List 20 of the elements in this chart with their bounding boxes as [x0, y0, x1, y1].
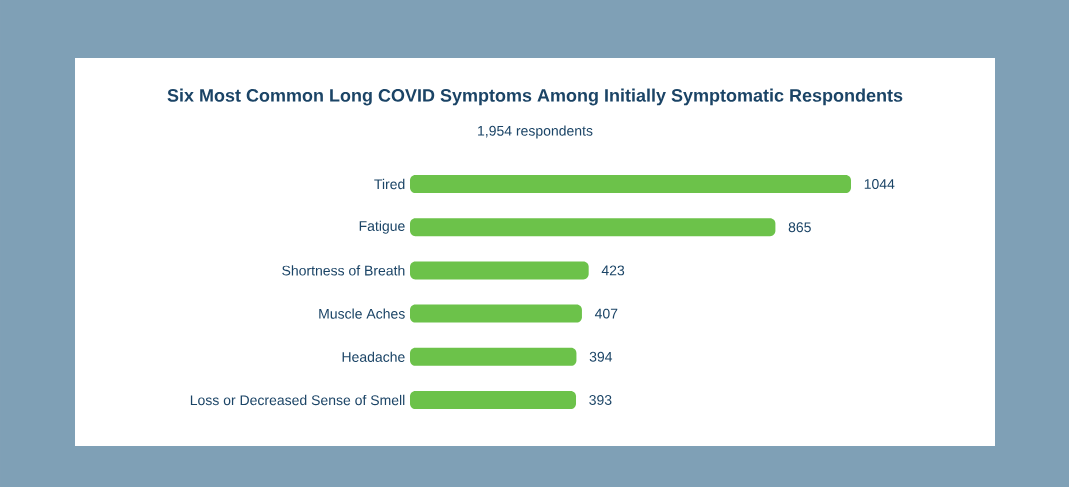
bar: [410, 261, 589, 280]
bar: [410, 347, 577, 366]
bar: [410, 218, 776, 237]
data-label: 394: [589, 351, 613, 362]
data-label: 407: [594, 308, 618, 319]
bar: [410, 304, 582, 323]
y-tick-label: Tired: [374, 178, 405, 190]
data-label: 423: [601, 265, 625, 276]
data-label: 393: [589, 395, 612, 405]
y-tick-label: Headache: [342, 351, 405, 362]
y-tick-label: Muscle Aches: [319, 308, 405, 319]
bar: [410, 175, 852, 194]
y-tick-label: Fatigue: [359, 220, 405, 234]
chart-title: Six Most Common Long COVID Symptoms Among Initially Symptomatic Respondents: [167, 88, 903, 106]
data-label: 1044: [864, 179, 895, 189]
y-tick-label: Loss or Decreased Sense of Smell: [190, 394, 405, 406]
chart-subtitle: 1,954 respondents: [478, 125, 593, 139]
data-label: 865: [788, 222, 811, 233]
y-tick-label: Shortness of Breath: [282, 265, 405, 276]
bar: [410, 391, 577, 409]
